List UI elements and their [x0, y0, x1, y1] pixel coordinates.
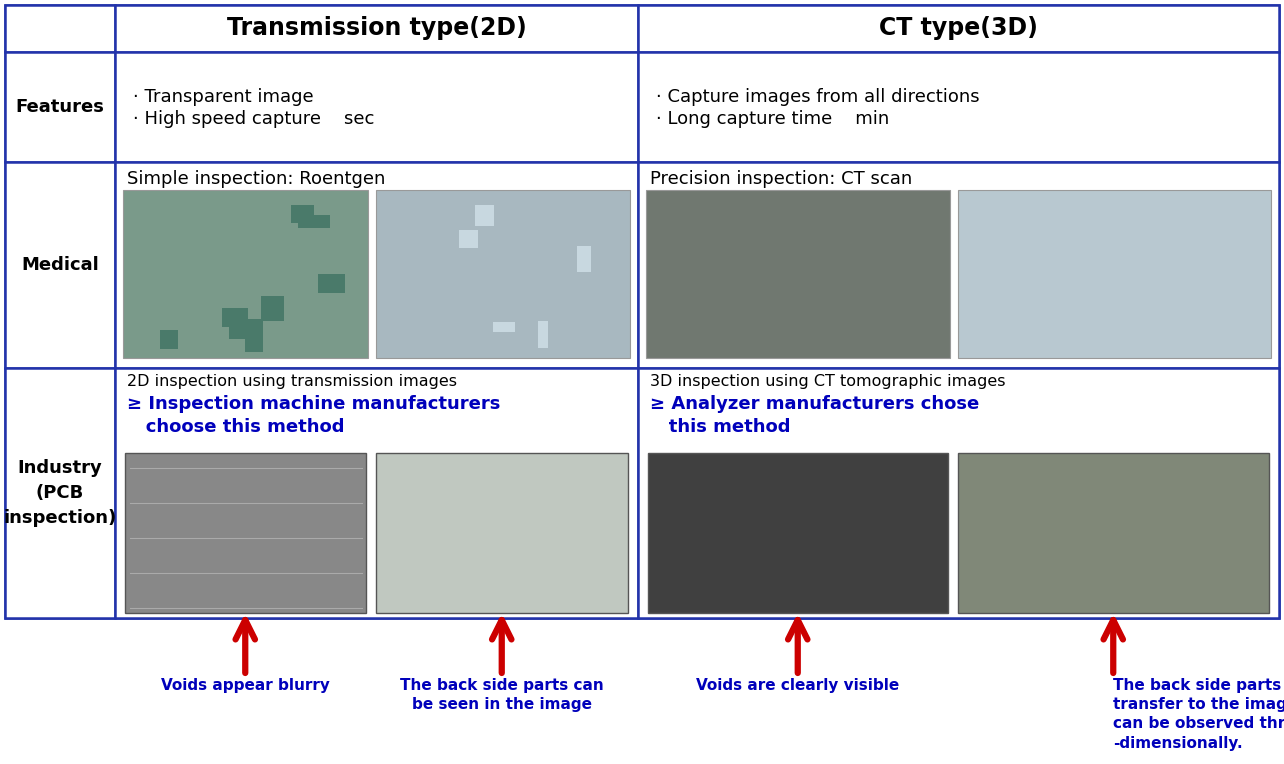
Bar [646, 190, 949, 358]
Text: Voids are clearly visible: Voids are clearly visible [696, 678, 899, 693]
Text: Transmission type(2D): Transmission type(2D) [226, 17, 526, 40]
Bar [291, 205, 315, 223]
Bar [160, 330, 178, 349]
Text: The back side parts can
be seen in the image: The back side parts can be seen in the i… [399, 678, 603, 712]
Bar [116, 5, 638, 52]
Bar [638, 368, 1279, 618]
Bar [5, 5, 116, 52]
Bar [5, 162, 116, 368]
Text: · High speed capture    sec: · High speed capture sec [134, 110, 375, 128]
Bar [5, 52, 116, 162]
Bar [222, 308, 248, 327]
Text: Voids appear blurry: Voids appear blurry [160, 678, 330, 693]
Text: ≥ Analyzer manufacturers chose
   this method: ≥ Analyzer manufacturers chose this meth… [650, 395, 980, 436]
Bar [958, 190, 1271, 358]
Text: Features: Features [15, 98, 104, 116]
Text: ≥ Inspection machine manufacturers
   choose this method: ≥ Inspection machine manufacturers choos… [127, 395, 501, 436]
Text: Precision inspection: CT scan: Precision inspection: CT scan [650, 170, 912, 188]
Bar [125, 453, 366, 613]
Text: CT type(3D): CT type(3D) [880, 17, 1037, 40]
Text: · Long capture time    min: · Long capture time min [656, 110, 890, 128]
Bar [116, 368, 638, 618]
Text: 2D inspection using transmission images: 2D inspection using transmission images [127, 374, 457, 389]
Bar [123, 190, 367, 358]
Bar [261, 296, 284, 321]
Bar [538, 321, 547, 348]
Text: Industry
(PCB
inspection): Industry (PCB inspection) [4, 459, 117, 527]
Text: · Capture images from all directions: · Capture images from all directions [656, 88, 980, 106]
Bar [638, 52, 1279, 162]
Text: Medical: Medical [21, 256, 99, 274]
Bar [475, 205, 493, 226]
Bar [245, 319, 263, 352]
Bar [5, 368, 116, 618]
Bar [229, 321, 263, 339]
Text: 3D inspection using CT tomographic images: 3D inspection using CT tomographic image… [650, 374, 1005, 389]
Bar [958, 453, 1269, 613]
Bar [116, 52, 638, 162]
Bar [638, 162, 1279, 368]
Bar [458, 230, 478, 248]
Bar [648, 453, 948, 613]
Bar [375, 453, 628, 613]
Bar [116, 162, 638, 368]
Bar [375, 190, 630, 358]
Bar [5, 5, 1279, 618]
Bar [577, 246, 591, 272]
Bar [493, 322, 515, 332]
Bar [298, 215, 330, 228]
Text: · Transparent image: · Transparent image [134, 88, 313, 106]
Bar [318, 274, 345, 293]
Bar [638, 5, 1279, 52]
Text: The back side parts do not
transfer to the image and
can be observed three
-dime: The back side parts do not transfer to t… [1113, 678, 1284, 750]
Text: Simple inspection: Roentgen: Simple inspection: Roentgen [127, 170, 385, 188]
